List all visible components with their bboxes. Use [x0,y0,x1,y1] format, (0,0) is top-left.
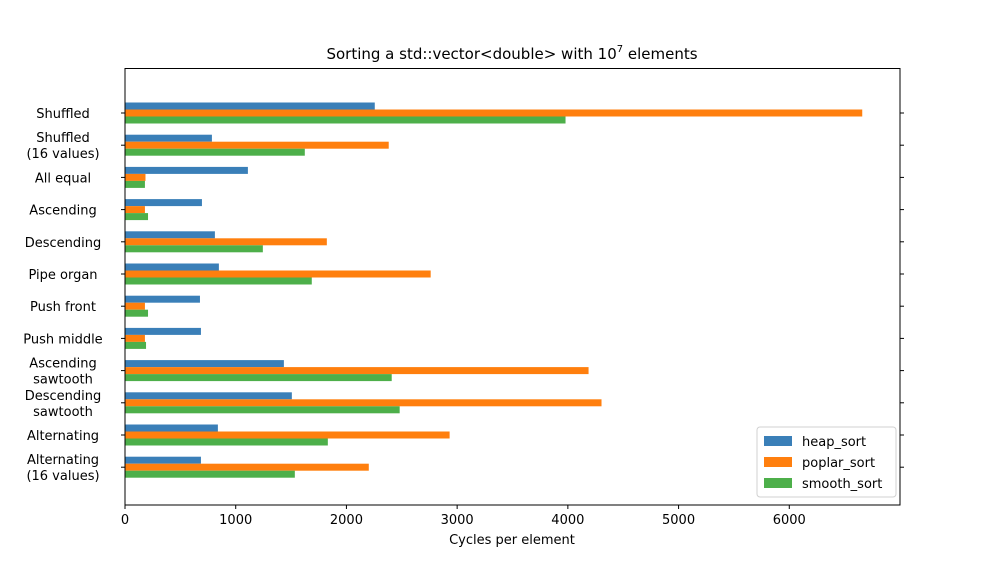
bar-heap_sort-6 [125,295,200,303]
x-tick-label: 5000 [662,513,695,528]
bar-smooth_sort-11 [125,470,295,478]
plot-frame [124,68,901,506]
chart-title: Sorting a std::vector<double> with 107 e… [326,44,697,63]
y-tick-label-line: Alternating [27,429,99,444]
x-tick-label: 4000 [551,513,584,528]
y-tick-label: Descending [25,236,102,251]
y-tick-label: All equal [35,171,91,186]
y-tick-label-line: Ascending [29,357,96,372]
bar-smooth_sort-3 [125,213,149,221]
y-tick-label-line: Shuffled [36,131,90,146]
y-tick-label-line: (16 values) [26,469,99,484]
bar-heap_sort-2 [125,166,248,174]
bar-poplar_sort-5 [125,270,431,278]
bar-poplar_sort-2 [125,173,146,181]
legend: heap_sort poplar_sort smooth_sort [756,426,897,498]
y-tick-label: Pipe organ [28,268,97,283]
bar-smooth_sort-7 [125,341,147,349]
x-axis: 0 1000 2000 3000 4000 5000 6000 [121,505,806,528]
bar-poplar_sort-6 [125,302,145,310]
y-tick-label-line: Descending [25,236,102,251]
y-tick-label: Ascending sawtooth [29,357,96,388]
bar-heap_sort-1 [125,134,212,142]
y-tick-label: Alternating [27,429,99,444]
bar-poplar_sort-8 [125,367,589,375]
bar-heap_sort-8 [125,360,284,368]
bar-heap_sort-4 [125,231,215,239]
bar-poplar_sort-0 [125,109,863,117]
x-tick-label: 1000 [219,513,252,528]
bar-smooth_sort-9 [125,406,400,414]
bar-poplar_sort-1 [125,141,389,149]
y-tick-label-line: Alternating [27,453,99,468]
x-tick-label: 3000 [441,513,474,528]
bar-smooth_sort-0 [125,116,566,124]
bar-smooth_sort-6 [125,309,149,317]
bar-smooth_sort-10 [125,438,328,446]
bar-poplar_sort-7 [125,334,145,342]
y-tick-label-line: sawtooth [33,373,93,388]
bar-heap_sort-5 [125,263,219,271]
bar-heap_sort-10 [125,424,218,432]
y-tick-label: Shuffled [36,107,90,122]
title-superscript: 7 [617,44,623,55]
bar-heap_sort-3 [125,199,202,207]
y-tick-label: Descending sawtooth [25,389,102,420]
bar-poplar_sort-9 [125,399,602,407]
bar-heap_sort-9 [125,392,292,400]
y-tick-label-line: Ascending [29,204,96,219]
legend-swatch-smooth_sort [764,478,792,488]
bar-heap_sort-11 [125,456,201,464]
bar-smooth_sort-2 [125,180,145,188]
x-tick-label: 2000 [330,513,363,528]
x-axis-label: Cycles per element [449,533,575,548]
y-tick-label-line: Shuffled [36,107,90,122]
y-tick-label-line: Push front [30,300,96,315]
legend-label-heap_sort: heap_sort [802,435,866,450]
y-tick-label-line: sawtooth [33,405,93,420]
bar-poplar_sort-3 [125,206,145,214]
bar-poplar_sort-11 [125,463,369,471]
bar-poplar_sort-4 [125,238,327,246]
bar-smooth_sort-4 [125,245,263,253]
x-tick-label: 0 [121,513,129,528]
y-tick-label-line: Descending [25,389,102,404]
bar-poplar_sort-10 [125,431,450,439]
bar-smooth_sort-5 [125,277,312,285]
legend-label-poplar_sort: poplar_sort [802,456,875,471]
y-tick-label: Alternating (16 values) [26,453,99,484]
y-tick-label: Push middle [23,332,102,347]
y-tick-label: Shuffled (16 values) [26,131,99,162]
x-tick-label: 6000 [773,513,806,528]
y-tick-label-line: Push middle [23,332,102,347]
legend-label-smooth_sort: smooth_sort [802,477,882,492]
bar-heap_sort-7 [125,327,201,335]
bars-group [125,102,863,478]
bar-heap_sort-0 [125,102,375,110]
legend-swatch-poplar_sort [764,457,792,467]
y-tick-label-line: All equal [35,171,91,186]
y-tick-label: Push front [30,300,96,315]
y-tick-label: Ascending [29,204,96,219]
y-tick-label-line: Pipe organ [28,268,97,283]
bar-smooth_sort-1 [125,148,305,156]
legend-swatch-heap_sort [764,436,792,446]
bar-smooth_sort-8 [125,374,392,382]
y-tick-label-line: (16 values) [26,147,99,162]
